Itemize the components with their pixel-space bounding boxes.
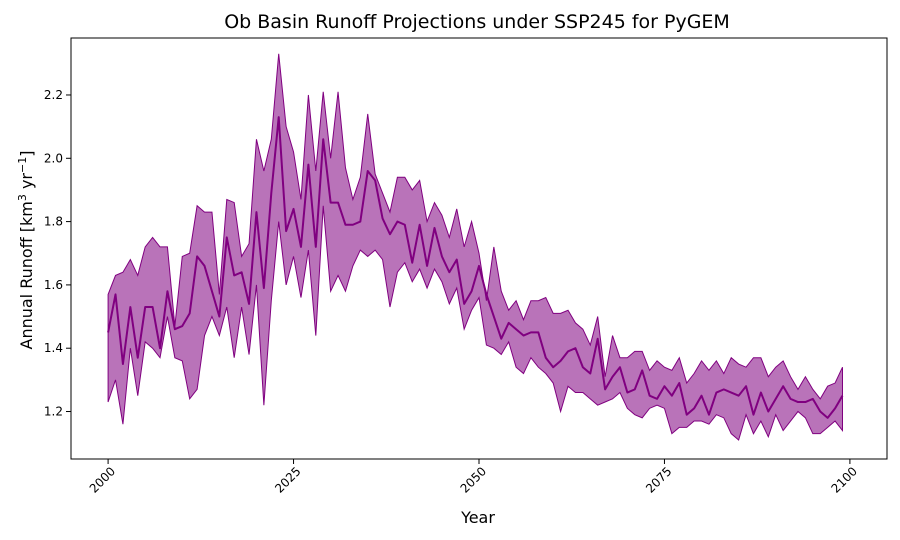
x-axis-title: Year (460, 508, 495, 527)
y-tick-label: 1.6 (44, 278, 63, 292)
chart-title: Ob Basin Runoff Projections under SSP245… (224, 11, 730, 33)
y-axis-title-part2: yr (17, 173, 36, 195)
x-tick-label: 2075 (643, 464, 674, 495)
y-tick-label: 2.0 (44, 151, 63, 165)
uncertainty-band (107, 53, 843, 441)
y-tick-label: 2.2 (44, 88, 63, 102)
y-axis-title: Annual Runoff [km3 yr−1] (16, 151, 36, 350)
y-axis-title-sup1: 3 (16, 194, 29, 201)
y-axis: 1.2 1.4 1.6 1.8 2.0 2.2 (44, 88, 71, 419)
y-axis-title-part3: ] (17, 151, 36, 157)
y-tick-label: 1.2 (44, 405, 63, 419)
x-axis: 2000 2025 2050 2075 2100 (87, 459, 860, 496)
x-tick-label: 2050 (458, 464, 489, 495)
y-axis-title-part1: Annual Runoff [km (17, 201, 36, 349)
mean-runoff-line (107, 116, 844, 419)
y-tick-label: 1.4 (44, 341, 63, 355)
x-tick-label: 2100 (829, 464, 860, 495)
y-tick-label: 1.8 (44, 215, 63, 229)
x-tick-label: 2025 (272, 464, 303, 495)
y-axis-title-sup2: −1 (16, 157, 29, 173)
plot-area (107, 53, 844, 441)
x-tick-label: 2000 (87, 464, 118, 495)
